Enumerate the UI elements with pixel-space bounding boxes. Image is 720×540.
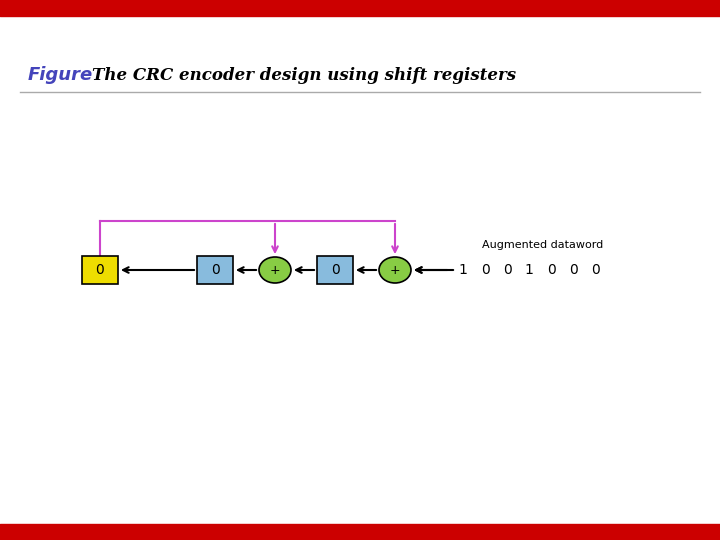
Text: +: + xyxy=(390,264,400,276)
Ellipse shape xyxy=(379,257,411,283)
Text: 0: 0 xyxy=(546,263,555,277)
Text: 1: 1 xyxy=(459,263,467,277)
Text: Augmented dataword: Augmented dataword xyxy=(482,240,603,250)
FancyBboxPatch shape xyxy=(82,256,118,284)
FancyBboxPatch shape xyxy=(317,256,353,284)
Text: 0: 0 xyxy=(569,263,577,277)
Text: 0: 0 xyxy=(96,263,104,277)
Ellipse shape xyxy=(259,257,291,283)
FancyBboxPatch shape xyxy=(197,256,233,284)
Text: 0: 0 xyxy=(503,263,511,277)
Text: 1: 1 xyxy=(525,263,534,277)
Text: 0: 0 xyxy=(481,263,490,277)
Text: 0: 0 xyxy=(211,263,220,277)
Text: 0: 0 xyxy=(330,263,339,277)
Text: The CRC encoder design using shift registers: The CRC encoder design using shift regis… xyxy=(92,66,516,84)
Text: +: + xyxy=(270,264,280,276)
Text: 0: 0 xyxy=(590,263,599,277)
Text: Figure: Figure xyxy=(28,66,94,84)
